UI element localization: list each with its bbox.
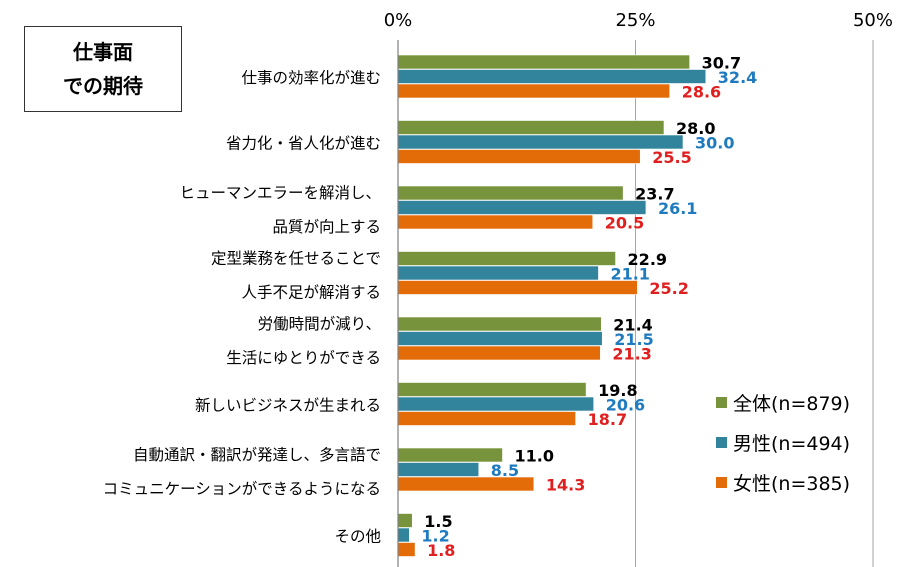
bar-female — [397, 411, 576, 426]
category-label: 生活にゆとりができる — [226, 349, 381, 367]
data-label-all: 28.0 — [676, 119, 715, 138]
data-label-female: 20.5 — [605, 213, 644, 232]
data-label-female: 21.3 — [612, 344, 651, 363]
legend-swatch-male — [716, 436, 727, 448]
data-label-all: 22.9 — [628, 250, 667, 269]
bar-female — [397, 542, 416, 557]
data-label-male: 8.5 — [491, 461, 519, 480]
bar-male — [397, 69, 707, 84]
data-label-male: 21.1 — [610, 264, 649, 283]
data-label-all: 1.5 — [424, 512, 452, 531]
legend-swatch-all — [716, 396, 727, 408]
category-label: ヒューマンエラーを解消し、 — [179, 184, 381, 202]
category-label: 人手不足が解消する — [241, 283, 381, 301]
legend-item-male: 男性(n=494) — [716, 422, 850, 462]
category-label: 自動通訳・翻訳が発達し、多言語で — [133, 446, 381, 464]
data-label-male: 1.2 — [421, 526, 449, 545]
data-label-all: 30.7 — [702, 53, 741, 72]
x-tick-label: 50% — [853, 10, 893, 31]
chart-title-line2: での期待 — [63, 74, 143, 98]
bar-all — [397, 54, 690, 70]
bar-female — [397, 476, 535, 492]
bar-male — [397, 134, 684, 150]
category-label: 仕事の効率化が進む — [241, 69, 381, 87]
bar-male — [397, 265, 599, 281]
data-label-male: 20.6 — [606, 395, 645, 414]
bar-female — [397, 214, 594, 230]
bar-male — [397, 462, 480, 477]
x-tick-label: 0% — [384, 10, 413, 31]
bar-all — [397, 185, 624, 201]
bar-male — [397, 527, 410, 543]
bar-male — [397, 396, 594, 412]
category-label: 省力化・省人化が進む — [226, 134, 381, 152]
data-label-female: 28.6 — [682, 82, 721, 101]
bar-all — [397, 120, 665, 135]
data-label-all: 21.4 — [613, 315, 652, 334]
data-label-male: 26.1 — [658, 199, 697, 218]
bar-female — [397, 83, 671, 99]
bar-female — [397, 149, 641, 164]
legend: 全体(n=879) 男性(n=494) 女性(n=385) — [716, 382, 850, 502]
data-label-male: 21.5 — [614, 330, 653, 349]
data-label-female: 18.7 — [588, 410, 627, 429]
data-label-male: 30.0 — [695, 133, 734, 152]
legend-label-female: 女性(n=385) — [733, 472, 851, 495]
data-label-female: 25.2 — [649, 279, 688, 298]
x-tick-label: 25% — [615, 10, 655, 31]
category-label: コミュニケーションができるようになる — [103, 480, 381, 498]
bar-all — [397, 447, 503, 463]
category-label: 定型業務を任せることで — [211, 249, 381, 267]
data-label-all: 23.7 — [635, 184, 674, 203]
legend-label-male: 男性(n=494) — [733, 432, 851, 455]
bar-male — [397, 331, 603, 346]
bar-all — [397, 316, 602, 332]
bar-female — [397, 280, 638, 295]
data-label-female: 1.8 — [427, 541, 455, 560]
chart-title-line1: 仕事面 — [73, 40, 133, 64]
data-label-female: 25.5 — [652, 148, 691, 167]
data-label-all: 19.8 — [598, 381, 637, 400]
bar-female — [397, 345, 601, 361]
data-label-male: 32.4 — [718, 68, 757, 87]
legend-swatch-female — [716, 476, 727, 488]
legend-label-all: 全体(n=879) — [733, 392, 851, 415]
legend-item-female: 女性(n=385) — [716, 462, 850, 502]
data-label-female: 14.3 — [546, 475, 585, 494]
category-label: その他 — [334, 527, 381, 545]
chart-title-box: 仕事面 での期待 — [24, 26, 182, 112]
category-label: 品質が向上する — [272, 218, 381, 236]
bar-all — [397, 382, 587, 397]
category-label: 新しいビジネスが生まれる — [195, 396, 381, 414]
legend-item-all: 全体(n=879) — [716, 382, 850, 422]
bar-all — [397, 513, 413, 528]
data-label-all: 11.0 — [515, 446, 554, 465]
category-label: 労働時間が減り、 — [258, 315, 381, 333]
bar-all — [397, 251, 616, 266]
